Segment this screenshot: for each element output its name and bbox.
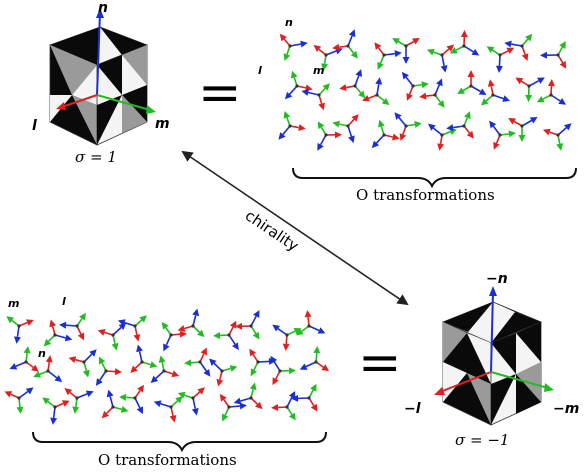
frame-triad (235, 310, 259, 339)
frame-triad (489, 121, 516, 150)
group-top-m-label: m (313, 64, 324, 77)
equals-sign-bottom: = (358, 333, 402, 393)
frame-triad (42, 397, 70, 424)
cube-sigma-plus (50, 8, 156, 145)
frame-triad (291, 384, 317, 412)
frame-triad (450, 30, 479, 56)
frame-triad (285, 71, 313, 100)
group-bottom-n-label: n (38, 347, 46, 360)
cube-top-l-label: l (32, 118, 37, 134)
frame-triad (537, 79, 566, 105)
group-top-l-label: l (258, 64, 262, 77)
frame-triad (508, 117, 537, 142)
group-top-n-label: n (285, 16, 293, 29)
frame-triad (44, 320, 73, 347)
frame-triad (9, 346, 38, 372)
group-bottom-m-label: m (8, 297, 19, 310)
frame-triad (372, 120, 400, 148)
frame-triad (220, 394, 247, 422)
frame-triad (154, 396, 183, 423)
equals-sign-top: = (198, 63, 242, 123)
frame-triad (487, 46, 515, 73)
frame-triad (296, 310, 325, 335)
frame-triad (504, 34, 532, 61)
frame-triad (59, 313, 86, 341)
cube-top-m-label: m (155, 116, 170, 132)
frame-triad (69, 349, 97, 377)
cube-sigma-minus (434, 286, 554, 425)
frame-triad (362, 77, 389, 105)
group-bottom-l-label: l (62, 295, 66, 308)
frame-triad (270, 356, 296, 385)
frame-triad (4, 387, 33, 413)
frame-triad (178, 387, 205, 415)
frame-triad (98, 323, 126, 351)
frame-triad (374, 42, 401, 70)
sigma-plus-label: σ = 1 (75, 148, 117, 166)
frame-triad (130, 344, 157, 372)
frame-triad (102, 390, 129, 419)
frame-triad (271, 391, 296, 420)
frame-triad (332, 29, 358, 58)
sigma-minus-label: σ = −1 (455, 431, 509, 449)
frame-triad (280, 34, 308, 61)
cube-top-n-label: n (98, 0, 108, 16)
frame-triad (213, 321, 239, 350)
cube-bottom-n-label: −n (486, 271, 508, 287)
frame-triad (481, 79, 510, 105)
frame-triad (151, 355, 180, 383)
frame-triad (427, 45, 454, 73)
frame-triad (300, 346, 329, 371)
caption-bottom: O transformations (98, 451, 237, 469)
caption-top: O transformations (356, 186, 495, 204)
cube-bottom-l-label: −l (404, 401, 421, 417)
frame-triad (332, 114, 358, 143)
cube-bottom-m-label: −m (553, 401, 579, 417)
frames-group-bottom (4, 309, 329, 425)
chirality-label: chirality (242, 206, 302, 255)
brace-top (293, 168, 576, 186)
frame-triad (234, 382, 263, 409)
frame-triad (339, 69, 365, 98)
frame-triad (457, 70, 486, 95)
frame-triad (209, 358, 237, 386)
frame-triad (278, 111, 305, 140)
frame-triad (540, 41, 566, 69)
frame-triad (543, 123, 572, 151)
frame-triad (446, 111, 474, 138)
frame-triad (184, 347, 210, 376)
brace-bottom (33, 432, 326, 450)
frame-triad (6, 316, 33, 344)
frame-triad (96, 357, 122, 386)
frame-triad (394, 112, 421, 141)
frame-triad (272, 325, 301, 351)
frames-group-top (278, 29, 571, 150)
